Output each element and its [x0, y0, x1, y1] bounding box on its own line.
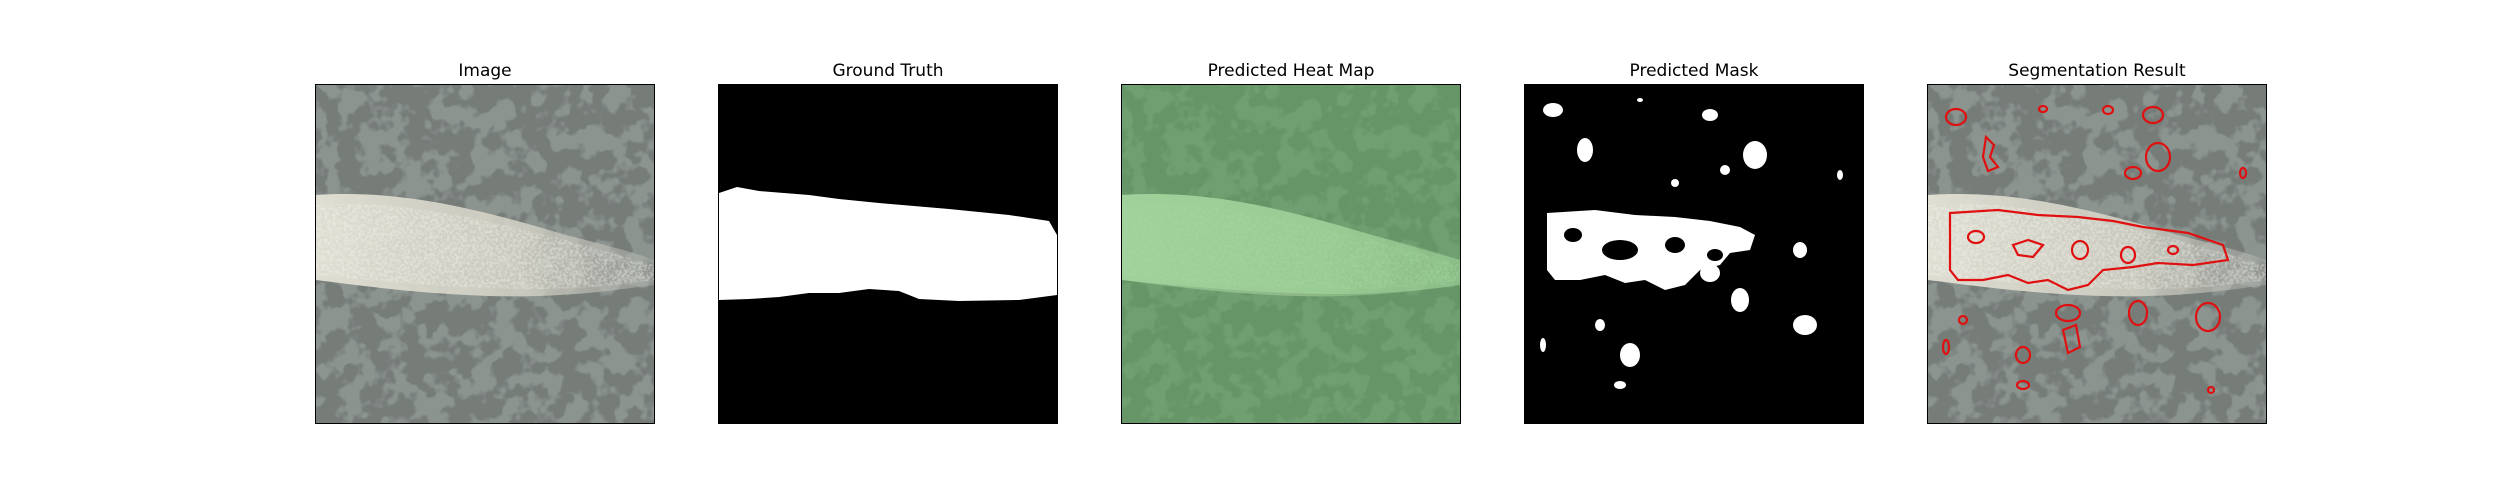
panel-ground-truth: Ground Truth: [718, 60, 1058, 430]
ground-truth-frame: [718, 84, 1058, 424]
panel-title: Segmentation Result: [2008, 61, 2186, 81]
panel-segmentation-result: Segmentation Result: [1927, 60, 2267, 430]
segmentation-frame: [1927, 84, 2267, 424]
panel-predicted-mask: Predicted Mask: [1524, 60, 1864, 430]
mask-blobs: [1540, 98, 1843, 389]
heat-map-frame: [1121, 84, 1461, 424]
segmentation-contours: [1941, 104, 2248, 395]
panel-heat-map: Predicted Heat Map: [1121, 60, 1461, 430]
panel-title: Predicted Heat Map: [1207, 61, 1375, 81]
panel-image: Image: [315, 60, 655, 430]
ground-truth-mask: [719, 85, 1057, 423]
panel-title: Image: [458, 61, 512, 81]
heat-map-image: [1122, 85, 1460, 423]
predicted-mask-frame: [1524, 84, 1864, 424]
predicted-mask: [1525, 85, 1863, 423]
image-frame: [315, 84, 655, 424]
panel-title: Predicted Mask: [1629, 61, 1759, 81]
segmentation-image: [1928, 85, 2266, 423]
ground-truth-region: [719, 187, 1057, 301]
granite-image: [316, 85, 654, 423]
panel-title: Ground Truth: [832, 61, 944, 81]
